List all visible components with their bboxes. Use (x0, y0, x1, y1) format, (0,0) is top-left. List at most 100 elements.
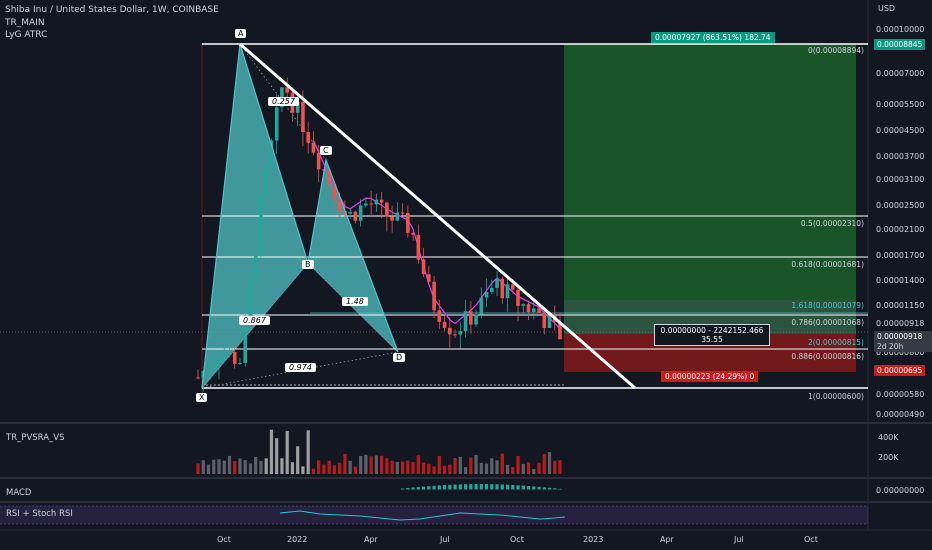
candle-body[interactable] (458, 331, 463, 335)
volume-bar[interactable] (217, 459, 221, 474)
volume-bar[interactable] (212, 459, 216, 474)
ratio-label-xd[interactable]: 0.974 (285, 363, 316, 372)
volume-bar[interactable] (442, 465, 447, 474)
candle-body[interactable] (232, 352, 237, 364)
volume-bar[interactable] (526, 462, 531, 474)
volume-bar[interactable] (401, 461, 405, 474)
volume-bar[interactable] (406, 460, 410, 474)
macd-bar[interactable] (448, 484, 452, 490)
candle-body[interactable] (316, 152, 321, 170)
macd-bar[interactable] (474, 484, 478, 490)
candle-body[interactable] (421, 259, 426, 275)
macd-bar[interactable] (521, 485, 525, 490)
macd-bar[interactable] (469, 484, 473, 490)
candle-body[interactable] (385, 202, 389, 217)
volume-bar[interactable] (416, 455, 420, 474)
stop-info-label[interactable]: 0.00000223 (24.29%) 0 (661, 371, 759, 382)
target-zone[interactable] (564, 44, 856, 334)
volume-bar[interactable] (248, 463, 253, 474)
macd-bar[interactable] (427, 486, 431, 490)
candle-body[interactable] (416, 234, 421, 260)
candle-body[interactable] (327, 170, 331, 185)
indicator-tr-main[interactable]: TR_MAIN (5, 18, 45, 28)
candle-body[interactable] (364, 203, 368, 206)
volume-bar[interactable] (495, 460, 499, 474)
candle-body[interactable] (358, 205, 363, 221)
macd-bar[interactable] (479, 484, 483, 490)
candle-body[interactable] (469, 311, 473, 325)
volume-bar[interactable] (547, 452, 552, 474)
candle-body[interactable] (406, 213, 410, 233)
volume-bar[interactable] (301, 466, 305, 474)
volume-bar[interactable] (322, 464, 326, 474)
candle-body[interactable] (306, 131, 310, 143)
macd-bar[interactable] (526, 486, 531, 490)
pattern-point-x[interactable]: X (196, 393, 208, 402)
volume-bar[interactable] (269, 429, 274, 474)
volume-bar[interactable] (364, 454, 368, 474)
volume-bar[interactable] (537, 462, 541, 474)
volume-bar[interactable] (390, 460, 394, 474)
volume-bar[interactable] (505, 464, 510, 474)
candle-body[interactable] (332, 184, 337, 200)
ratio-label-ab[interactable]: 0.257 (268, 97, 299, 106)
volume-bars[interactable] (196, 429, 562, 474)
volume-bar[interactable] (411, 461, 415, 474)
candle-body[interactable] (411, 232, 415, 235)
macd-bar[interactable] (442, 485, 447, 490)
volume-bar[interactable] (243, 460, 247, 474)
candle-body[interactable] (521, 304, 526, 306)
macd-histogram[interactable] (401, 484, 562, 490)
candle-body[interactable] (248, 279, 253, 317)
volume-bar[interactable] (222, 460, 226, 474)
volume-bar[interactable] (385, 458, 389, 474)
candle-body[interactable] (395, 212, 400, 221)
macd-bar[interactable] (547, 487, 552, 490)
candle-body[interactable] (343, 210, 347, 214)
pattern-point-d[interactable]: D (393, 353, 406, 362)
candles[interactable] (196, 77, 562, 392)
volume-bar[interactable] (542, 454, 546, 474)
candle-body[interactable] (427, 274, 431, 282)
candle-body[interactable] (489, 287, 494, 292)
ratio-label-xb[interactable]: 0.867 (239, 316, 270, 325)
candle-body[interactable] (274, 107, 279, 141)
candle-body[interactable] (243, 316, 248, 363)
volume-bar[interactable] (479, 462, 483, 474)
candle-body[interactable] (474, 314, 478, 325)
candle-body[interactable] (369, 203, 373, 205)
candle-body[interactable] (264, 167, 269, 196)
volume-bar[interactable] (532, 469, 536, 474)
candle-body[interactable] (301, 101, 305, 132)
macd-bar[interactable] (458, 484, 462, 490)
candle-body[interactable] (311, 142, 316, 153)
rsi-pane-label[interactable]: RSI + Stoch RSI (6, 509, 73, 519)
volume-bar[interactable] (275, 438, 279, 474)
macd-bar[interactable] (437, 485, 441, 490)
volume-bar[interactable] (317, 460, 321, 474)
macd-bar[interactable] (416, 487, 420, 490)
volume-bar[interactable] (490, 458, 494, 474)
volume-bar[interactable] (285, 430, 289, 474)
macd-bar[interactable] (411, 487, 415, 490)
pattern-point-b[interactable]: B (302, 260, 314, 269)
candle-body[interactable] (505, 284, 510, 299)
volume-bar[interactable] (453, 458, 457, 474)
macd-bar[interactable] (511, 484, 515, 490)
volume-bar[interactable] (374, 455, 378, 474)
volume-bar[interactable] (306, 430, 310, 474)
macd-bar[interactable] (463, 484, 468, 490)
candle-body[interactable] (463, 311, 468, 332)
macd-bar[interactable] (537, 486, 541, 490)
volume-bar[interactable] (259, 460, 263, 474)
candle-body[interactable] (337, 199, 342, 211)
volume-bar[interactable] (359, 455, 363, 474)
candle-body[interactable] (400, 212, 405, 214)
volume-bar[interactable] (516, 456, 520, 474)
volume-bar[interactable] (553, 460, 557, 474)
macd-bar[interactable] (500, 484, 504, 490)
volume-pane-label[interactable]: TR_PVSRA_VS (6, 433, 65, 443)
candle-body[interactable] (442, 321, 447, 328)
descending-trendline[interactable] (239, 42, 636, 390)
